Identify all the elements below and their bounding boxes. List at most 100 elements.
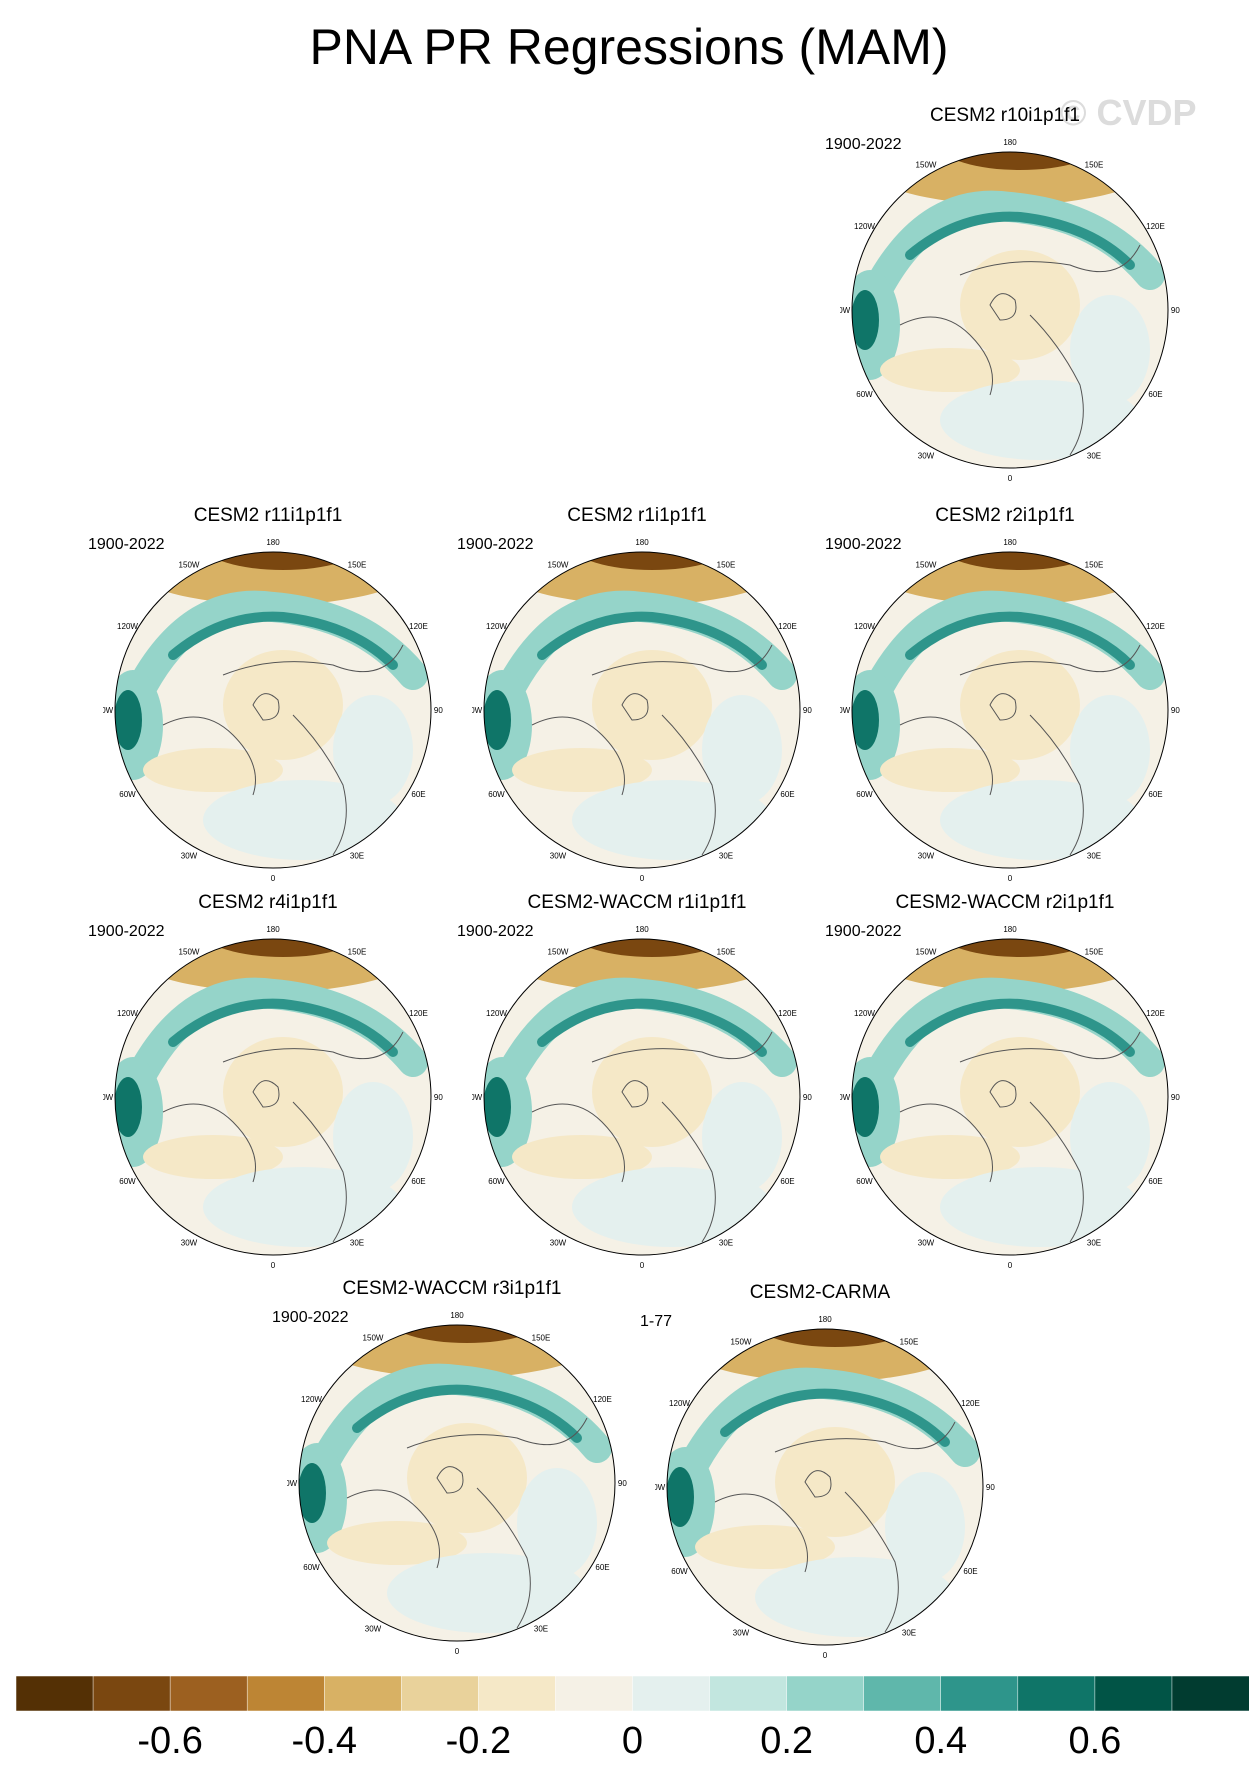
map-boundary: [114, 938, 432, 1256]
wet-band: [128, 590, 428, 700]
longitude-label: 90W: [655, 1483, 666, 1492]
wet-region: [755, 1557, 955, 1637]
longitude-label: 150E: [717, 561, 736, 570]
dry-region: [775, 1427, 895, 1537]
map-boundary: [851, 151, 1169, 469]
longitude-label: 30E: [534, 1624, 548, 1633]
polar-map: 180 150E 120E 90E 60E 30E 0 30W 60W 90W 120W 150W: [834, 535, 1185, 892]
longitude-label: 60E: [780, 1177, 794, 1186]
longitude-label: 180: [266, 538, 280, 547]
longitude-label: 90W: [103, 1093, 114, 1102]
panel-period: 1900-2022: [272, 1309, 349, 1326]
longitude-label: 60W: [119, 1177, 136, 1186]
panel-period: 1900-2022: [88, 923, 165, 940]
longitude-label: 90E: [434, 706, 443, 715]
longitude-label: 90W: [840, 306, 851, 315]
panel-title: CESM2-WACCM r3i1p1f1: [342, 1278, 562, 1299]
wet-region: [1070, 295, 1150, 405]
longitude-label: 60W: [856, 790, 873, 799]
colorbar: [16, 1676, 1249, 1711]
polar-map: 180 150E 120E 90E 60E 30E 0 30W 60W 90W 120W 150W: [97, 535, 448, 892]
dry-region: [960, 250, 1080, 360]
coastline: [162, 644, 404, 856]
panel-title: CESM2 r11i1p1f1: [193, 505, 343, 526]
longitude-label: 30W: [550, 1238, 567, 1247]
colorbar-swatch: [1171, 1676, 1249, 1711]
colorbar-swatch: [709, 1676, 788, 1711]
polar-map: 180 150E 120E 90E 60E 30E 0 30W 60W 90W 120W 150W: [834, 135, 1185, 492]
longitude-label: 0: [640, 874, 645, 883]
panel-period: 1900-2022: [825, 923, 902, 940]
coastline: [899, 1031, 1141, 1243]
map-boundary: [851, 551, 1169, 869]
dry-region: [880, 1135, 1020, 1179]
longitude-label: 180: [818, 1315, 832, 1324]
wet-band: [168, 998, 398, 1057]
panel-period: 1900-2022: [88, 536, 165, 553]
wet-region: [572, 780, 772, 860]
longitude-label: 90E: [434, 1093, 443, 1102]
longitude-label: 30E: [719, 1238, 733, 1247]
cvdp-watermark: © CVDP: [1060, 92, 1197, 133]
longitude-label: 120E: [1146, 1009, 1165, 1018]
longitude-label: 0: [1008, 874, 1013, 883]
wet-band: [680, 1367, 980, 1477]
colorbar-swatch: [863, 1676, 942, 1711]
longitude-label: 150E: [348, 561, 367, 570]
colorbar-tick-label: 0: [621, 1720, 644, 1762]
wet-band: [312, 1363, 612, 1473]
longitude-label: 180: [635, 925, 649, 934]
panel-title: CESM2-WACCM r1i1p1f1: [527, 892, 747, 913]
wet-band: [865, 977, 1165, 1087]
polar-map: 180 150E 120E 90E 60E 30E 0 30W 60W 90W 120W 150W: [649, 1312, 1000, 1669]
map-boundary: [483, 551, 801, 869]
longitude-label: 0: [1008, 1261, 1013, 1270]
wet-region: [940, 780, 1140, 860]
longitude-label: 30E: [1087, 451, 1101, 460]
longitude-label: 90W: [840, 706, 851, 715]
wet-band: [720, 1388, 950, 1447]
longitude-label: 30E: [1087, 851, 1101, 860]
colorbar-tick-label: -0.6: [137, 1720, 203, 1762]
longitude-label: 120W: [854, 1009, 875, 1018]
colorbar-tick-label: 0.4: [914, 1720, 968, 1762]
coastline: [899, 644, 1141, 856]
longitude-label: 90E: [1171, 706, 1180, 715]
colorbar-swatch: [169, 1676, 248, 1711]
polar-map: 180 150E 120E 90E 60E 30E 0 30W 60W 90W 120W 150W: [281, 1308, 632, 1665]
longitude-label: 60E: [411, 1177, 425, 1186]
longitude-label: 180: [1003, 925, 1017, 934]
wet-region: [702, 1082, 782, 1192]
longitude-label: 60W: [856, 390, 873, 399]
longitude-label: 120E: [961, 1399, 980, 1408]
longitude-label: 30E: [719, 851, 733, 860]
panel-period: 1900-2022: [825, 536, 902, 553]
dry-region: [880, 748, 1020, 792]
longitude-label: 120E: [593, 1395, 612, 1404]
longitude-label: 90E: [618, 1479, 627, 1488]
longitude-label: 150E: [348, 948, 367, 957]
longitude-label: 120W: [117, 622, 138, 631]
longitude-label: 150W: [548, 948, 569, 957]
longitude-label: 0: [1008, 474, 1013, 483]
longitude-label: 30W: [918, 1238, 935, 1247]
colorbar-swatch: [940, 1676, 1019, 1711]
colorbar-tick-label: 0.2: [760, 1720, 814, 1762]
longitude-label: 30W: [550, 851, 567, 860]
longitude-label: 150W: [548, 561, 569, 570]
longitude-label: 60E: [1148, 1177, 1162, 1186]
longitude-label: 90E: [986, 1483, 995, 1492]
wet-region: [387, 1553, 587, 1633]
longitude-label: 30E: [350, 851, 364, 860]
panel-title: CESM2-WACCM r2i1p1f1: [895, 892, 1115, 913]
dry-region: [960, 1037, 1080, 1147]
longitude-label: 120E: [409, 1009, 428, 1018]
wet-region: [1070, 1082, 1150, 1192]
map-panel: CESM2 r4i1p1f1 1900-2022 180 150E 120E 90E 6…: [88, 892, 448, 1270]
longitude-label: 60E: [1148, 390, 1162, 399]
longitude-label: 120W: [854, 222, 875, 231]
wet-region: [203, 1167, 403, 1247]
coastline: [346, 1417, 588, 1629]
map-boundary: [851, 938, 1169, 1256]
panel-period: 1900-2022: [825, 136, 902, 153]
